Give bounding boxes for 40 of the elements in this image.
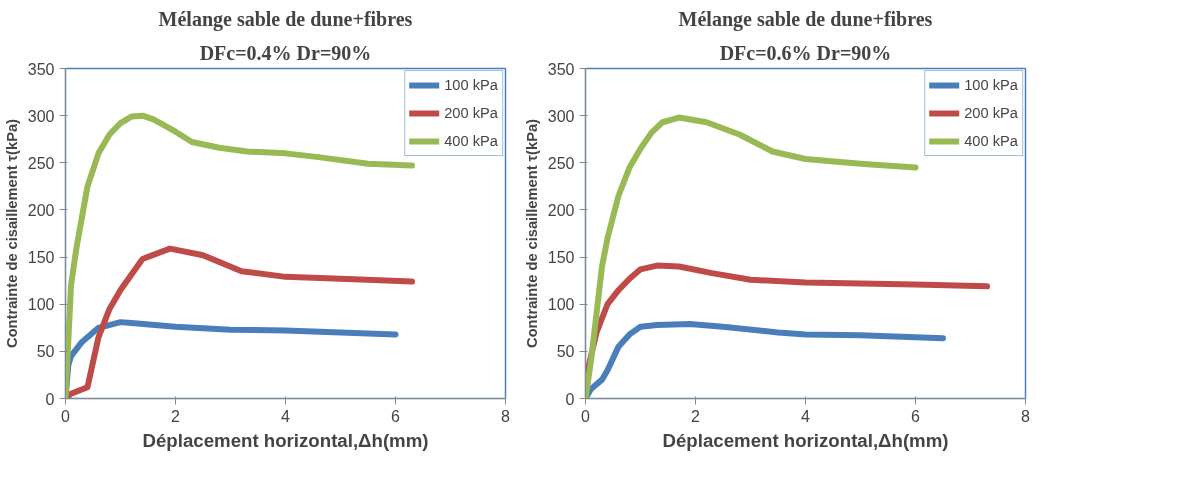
- chart-title: Mélange sable de dune+fibres: [158, 7, 413, 31]
- y-tick-label: 200: [27, 201, 55, 219]
- legend-label: 200 kPa: [964, 105, 1018, 121]
- legend-label: 100 kPa: [444, 77, 498, 93]
- y-tick-label: 300: [547, 107, 575, 125]
- x-tick-label: 8: [501, 407, 511, 425]
- x-tick-label: 4: [801, 407, 811, 425]
- x-tick-label: 2: [171, 407, 181, 425]
- y-tick-label: 0: [565, 390, 575, 408]
- legend-label: 400 kPa: [964, 133, 1018, 149]
- legend-label: 100 kPa: [964, 77, 1018, 93]
- chart-subtitle: DFc=0.4% Dr=90%: [199, 41, 372, 64]
- y-tick-label: 300: [27, 107, 55, 125]
- y-tick-label: 150: [27, 249, 55, 267]
- y-axis-title: Contrainte de cisaillement τ(kPa): [523, 118, 540, 348]
- x-tick-label: 0: [581, 407, 591, 425]
- x-tick-label: 6: [391, 407, 401, 425]
- y-tick-label: 350: [27, 60, 55, 78]
- y-tick-label: 150: [547, 249, 575, 267]
- chart-title: Mélange sable de dune+fibres: [678, 7, 933, 31]
- y-tick-label: 100: [547, 296, 575, 314]
- chart-subtitle: DFc=0.6% Dr=90%: [719, 41, 892, 64]
- legend-label: 200 kPa: [444, 105, 498, 121]
- y-tick-label: 350: [547, 60, 575, 78]
- x-axis-title: Déplacement horizontal,Δh(mm): [662, 429, 949, 451]
- y-axis-title: Contrainte de cisaillement τ(kPa): [3, 118, 20, 348]
- x-tick-label: 8: [1021, 407, 1031, 425]
- x-axis-title: Déplacement horizontal,Δh(mm): [142, 429, 429, 451]
- y-tick-label: 0: [45, 390, 55, 408]
- legend-label: 400 kPa: [444, 133, 498, 149]
- x-tick-label: 6: [911, 407, 921, 425]
- y-tick-label: 50: [556, 343, 575, 361]
- y-tick-label: 250: [547, 154, 575, 172]
- y-tick-label: 200: [547, 201, 575, 219]
- x-tick-label: 4: [281, 407, 291, 425]
- y-tick-label: 250: [27, 154, 55, 172]
- x-tick-label: 0: [61, 407, 71, 425]
- y-tick-label: 100: [27, 296, 55, 314]
- y-tick-label: 50: [36, 343, 55, 361]
- x-tick-label: 2: [691, 407, 701, 425]
